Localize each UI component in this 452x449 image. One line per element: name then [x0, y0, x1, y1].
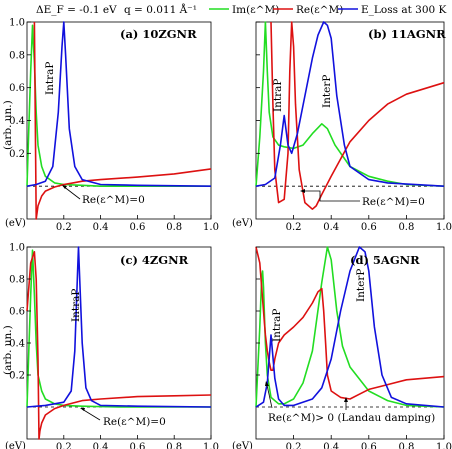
panel-title: (d) 5AGNR — [350, 253, 420, 267]
y-tick-label: 1.0 — [9, 243, 25, 254]
x-tick-label: 0.4 — [323, 222, 339, 233]
x-axis-label: (eV) — [232, 218, 253, 229]
series-group — [255, 246, 445, 408]
series-line-im — [26, 24, 211, 187]
x-tick-label: 1.0 — [203, 442, 219, 449]
panel-a-10zgnr: 0.2 0.4 0.6 0.8 1.0 0.2 0.4 0.6 0.8 1.0 (a) 10ZGN… — [2, 18, 219, 234]
y-tick-label: 1.0 — [9, 18, 25, 29]
series-line-eloss — [26, 246, 212, 408]
y-tick-label: 0.8 — [9, 275, 25, 286]
q-label: q = 0.011 Å⁻¹ — [124, 2, 197, 16]
landau-label: Re(ε^M)> 0 (Landau damping) — [268, 412, 435, 424]
header: ΔE_F = -0.1 eV q = 0.011 Å⁻¹ Im(ε^M) Re(… — [36, 2, 447, 16]
y-tick-label: 0.2 — [9, 149, 25, 160]
re-zero-label: Re(ε^M)=0 — [362, 196, 425, 208]
series-group — [255, 21, 445, 210]
series-line-im — [255, 21, 445, 187]
x-tick-label: 0.2 — [286, 442, 302, 449]
panel-c-4zgnr: 0.2 0.4 0.6 0.8 1.0 0.2 0.4 0.6 0.8 1.0 (c) 4ZGNR… — [2, 243, 219, 449]
series-line-im — [26, 249, 211, 408]
plot-frame — [255, 246, 445, 440]
series-line-eloss — [26, 21, 212, 187]
x-tick-label: 0.4 — [323, 442, 339, 449]
x-tick-label: 0.6 — [129, 442, 145, 449]
series-line-im — [255, 246, 445, 408]
tick-group: 0.2 0.4 0.6 0.8 1.0 — [256, 246, 452, 449]
panel-title: (a) 10ZGNR — [120, 27, 197, 41]
intrap-label: IntraP — [70, 289, 82, 322]
plot-frame — [26, 246, 212, 440]
series-group — [26, 246, 212, 440]
legend-label-im: Im(ε^M) — [232, 4, 279, 16]
intrap-label: IntraP — [271, 309, 283, 342]
annotation-arrow-left — [266, 384, 273, 409]
intrap-label: IntraP — [272, 79, 284, 112]
x-tick-label: 0.4 — [93, 222, 109, 233]
x-axis-label: (eV) — [5, 441, 26, 449]
x-tick-label: 0.6 — [361, 442, 377, 449]
re-zero-label: Re(ε^M)=0 — [103, 416, 166, 428]
series-line-eloss — [255, 246, 445, 408]
legend-label-re: Re(ε^M) — [296, 4, 343, 16]
series-line-re — [270, 21, 445, 210]
x-tick-label: 0.8 — [166, 222, 182, 233]
series-line-re — [26, 251, 212, 440]
arrowhead — [265, 381, 269, 386]
y-tick-label: 0.8 — [9, 50, 25, 61]
y-axis-label: (arb. un.) — [2, 325, 14, 375]
x-tick-label: 1.0 — [203, 222, 219, 233]
delta-ef-label: ΔE_F = -0.1 eV — [36, 4, 117, 16]
series-group — [26, 21, 212, 220]
arrowhead — [344, 397, 348, 402]
y-tick-label: 0.2 — [9, 371, 25, 382]
annotation-arrow — [305, 190, 360, 202]
annotation-arrow — [81, 408, 101, 421]
y-axis-label: (arb. un.) — [2, 100, 14, 150]
x-tick-label: 0.8 — [166, 442, 182, 449]
y-tick-label: 0.6 — [9, 83, 25, 94]
series-line-re — [33, 21, 212, 220]
x-axis-label: (eV) — [232, 441, 253, 449]
x-tick-label: 0.6 — [361, 222, 377, 233]
arrowhead — [80, 408, 85, 411]
series-line-eloss — [255, 21, 445, 187]
x-tick-label: 0.2 — [56, 442, 72, 449]
y-tick-label: 0.4 — [9, 339, 25, 350]
legend: Im(ε^M) Re(ε^M) E_Loss at 300 K — [209, 4, 447, 16]
legend-label-eloss: E_Loss at 300 K — [361, 4, 447, 16]
x-tick-label: 0.6 — [129, 222, 145, 233]
x-tick-label: 0.2 — [56, 222, 72, 233]
annotation-arrow — [62, 185, 81, 200]
interp-label: InterP — [355, 269, 367, 302]
x-tick-label: 0.2 — [286, 222, 302, 233]
tick-group: 0.2 0.4 0.6 0.8 1.0 0.2 0.4 0.6 0.8 1.0 — [9, 243, 219, 449]
x-tick-label: 1.0 — [436, 222, 452, 233]
arrowhead — [62, 185, 67, 189]
tick-group: 0.2 0.4 0.6 0.8 1.0 — [256, 21, 452, 233]
re-zero-label: Re(ε^M)=0 — [82, 194, 145, 206]
x-axis-label: (eV) — [5, 218, 26, 229]
x-tick-label: 1.0 — [436, 442, 452, 449]
arrowhead — [300, 189, 305, 193]
panel-d-5agnr: 0.2 0.4 0.6 0.8 1.0 (d) 5AGNR IntraP InterP … — [232, 246, 452, 449]
panel-b-11agnr: 0.2 0.4 0.6 0.8 1.0 (b) 11AGNR IntraP InterP… — [232, 21, 452, 233]
panel-title: (c) 4ZGNR — [120, 253, 189, 267]
panel-title: (b) 11AGNR — [368, 27, 446, 41]
intrap-label: IntraP — [44, 62, 56, 95]
x-tick-label: 0.8 — [398, 222, 414, 233]
series-line-re — [255, 246, 445, 400]
interp-label: InterP — [321, 75, 333, 108]
x-tick-label: 0.8 — [398, 442, 414, 449]
y-tick-label: 0.6 — [9, 307, 25, 318]
x-tick-label: 0.4 — [93, 442, 109, 449]
plot-frame — [26, 21, 212, 220]
y-tick-label: 0.4 — [9, 116, 25, 127]
tick-group: 0.2 0.4 0.6 0.8 1.0 0.2 0.4 0.6 0.8 1.0 — [9, 18, 219, 234]
